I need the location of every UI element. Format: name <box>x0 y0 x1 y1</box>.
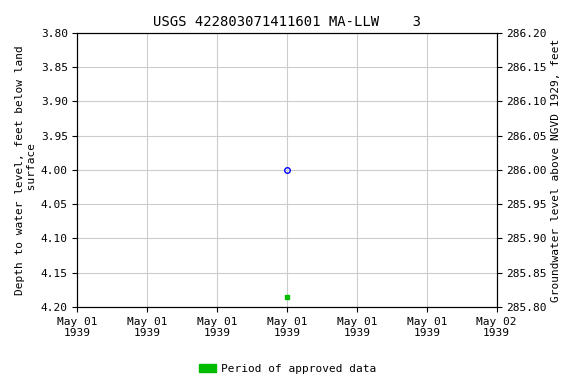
Y-axis label: Groundwater level above NGVD 1929, feet: Groundwater level above NGVD 1929, feet <box>551 38 561 301</box>
Title: USGS 422803071411601 MA-LLW    3: USGS 422803071411601 MA-LLW 3 <box>153 15 421 29</box>
Y-axis label: Depth to water level, feet below land
 surface: Depth to water level, feet below land su… <box>15 45 37 295</box>
Legend: Period of approved data: Period of approved data <box>195 359 381 379</box>
